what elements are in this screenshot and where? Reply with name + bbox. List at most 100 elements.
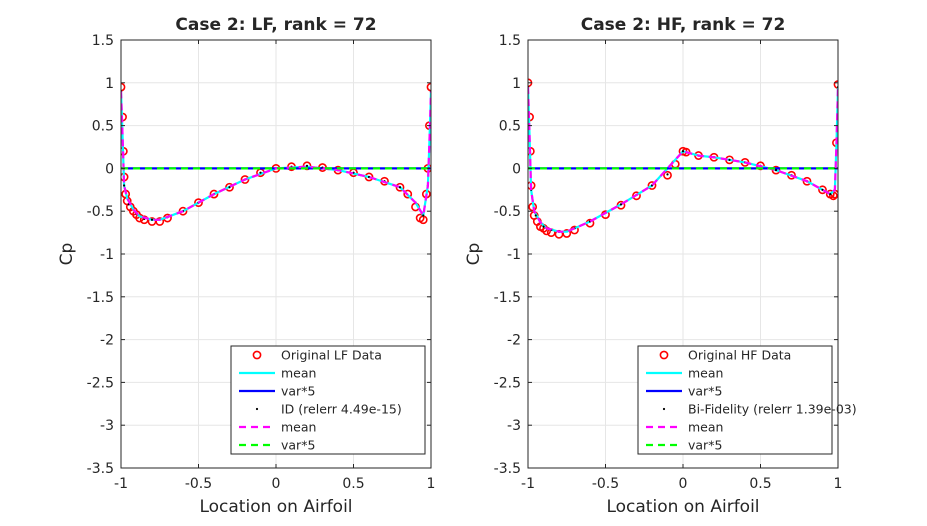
y-tick-label: -2 xyxy=(507,333,521,349)
x-tick-label: -0.5 xyxy=(592,476,619,492)
data-point-dot xyxy=(619,203,623,206)
data-point-circle xyxy=(802,176,812,186)
x-axis-label: Location on Airfoil xyxy=(606,497,759,517)
legend-label: Original LF Data xyxy=(281,348,382,363)
x-axis-label: Location on Airfoil xyxy=(199,497,352,517)
y-tick-label: -1.5 xyxy=(87,290,114,306)
data-layer xyxy=(121,82,431,226)
x-tick-label: -0.5 xyxy=(185,476,212,492)
legend-label: mean xyxy=(281,366,316,381)
x-tick-label: -1 xyxy=(114,476,128,492)
y-tick-label: -1 xyxy=(507,247,521,263)
x-tick-label: 0 xyxy=(679,476,688,492)
x-tick-label: 0.5 xyxy=(749,476,771,492)
chart-title: Case 2: HF, rank = 72 xyxy=(581,15,786,35)
chart-title: Case 2: LF, rank = 72 xyxy=(175,15,376,35)
legend: Original HF Data mean var*5 Bi-Fidelity (re… xyxy=(637,345,857,455)
x-tick-label: 1 xyxy=(834,476,843,492)
legend-label: Original HF Data xyxy=(688,348,791,363)
data-point-circle xyxy=(647,181,657,190)
legend-label: var*5 xyxy=(688,384,722,399)
data-point-dot xyxy=(150,218,154,221)
y-tick-label: -1 xyxy=(100,247,114,263)
legend-label: var*5 xyxy=(281,384,315,399)
data-point-circle xyxy=(395,182,405,192)
legend-box xyxy=(230,345,426,455)
y-tick-label: -3 xyxy=(507,418,521,434)
data-point-dot xyxy=(534,214,537,217)
data-point-dot xyxy=(728,158,731,161)
legend-label: var*5 xyxy=(281,438,315,453)
data-point-circle xyxy=(403,189,413,199)
data-point-circle xyxy=(240,175,250,184)
y-tick-label: 1.5 xyxy=(499,33,521,49)
y-tick-label: -2.5 xyxy=(87,375,114,391)
legend-label: Bi-Fidelity (relerr 1.39e-03) xyxy=(688,402,857,417)
legend-label: mean xyxy=(688,366,723,381)
chart-panel-1: -1 -0.5 0 0.5 1 1.5 1 0.5 0 -0.5 -1 -1.5 -2 -2.5 -3 -3.… xyxy=(57,15,435,517)
legend-entry: mean xyxy=(646,366,723,381)
series-5 xyxy=(121,91,431,221)
legend-entry: var*5 xyxy=(646,438,722,453)
y-tick-label: -2.5 xyxy=(494,375,521,391)
legend-box xyxy=(637,345,833,455)
y-tick-label: 0 xyxy=(105,161,114,177)
legend-symbol xyxy=(659,350,669,360)
series-5 xyxy=(528,87,838,233)
legend-entry: ID (relerr 4.49e-15) xyxy=(255,402,402,417)
x-tick-label: -1 xyxy=(521,476,535,492)
legend-entry: mean xyxy=(646,420,723,435)
data-point-dot xyxy=(123,184,126,187)
data-point-dot xyxy=(398,186,402,189)
legend-entry: Bi-Fidelity (relerr 1.39e-03) xyxy=(662,402,857,417)
legend-label: ID (relerr 4.49e-15) xyxy=(281,402,402,417)
legend-entry: var*5 xyxy=(239,384,315,399)
legend-entry: var*5 xyxy=(646,384,722,399)
y-tick-label: -0.5 xyxy=(494,204,521,220)
x-tick-label: 1 xyxy=(427,476,436,492)
legend-label: mean xyxy=(281,420,316,435)
legend-label: var*5 xyxy=(688,438,722,453)
data-point-circle xyxy=(562,229,572,238)
y-tick-label: 0 xyxy=(512,161,521,177)
y-tick-label: 1 xyxy=(512,76,521,92)
data-point-circle xyxy=(194,198,203,208)
legend-entry: mean xyxy=(239,420,316,435)
y-tick-label: -0.5 xyxy=(87,204,114,220)
legend-entry: mean xyxy=(239,366,316,381)
data-point-circle xyxy=(155,217,165,226)
data-point-dot xyxy=(305,164,309,167)
legend-label: mean xyxy=(688,420,723,435)
y-tick-label: 0.5 xyxy=(499,119,521,135)
data-point-circle xyxy=(209,189,219,199)
data-point-circle xyxy=(833,80,838,89)
y-tick-label: 0.5 xyxy=(92,119,114,135)
data-point-dot xyxy=(774,169,778,172)
x-tick-label: 0.5 xyxy=(342,476,364,492)
chart-panel-2: -1 -0.5 0 0.5 1 1.5 1 0.5 0 -0.5 -1 -1.5 -2 -2.5 -3 -3.… xyxy=(464,15,857,517)
data-point-circle xyxy=(632,191,641,201)
y-axis-label: Cp xyxy=(57,243,77,266)
data-point-circle xyxy=(178,206,188,216)
y-tick-label: -3 xyxy=(100,418,114,434)
legend: Original LF Data mean var*5 ID (relerr 4.49… xyxy=(230,345,426,455)
data-point-dot xyxy=(681,150,685,153)
y-tick-label: -3.5 xyxy=(494,461,521,477)
legend-entry: var*5 xyxy=(239,438,315,453)
data-point-dot xyxy=(259,171,262,174)
x-tick-label: 0 xyxy=(272,476,281,492)
legend-symbol xyxy=(662,407,666,411)
y-axis-label: Cp xyxy=(464,243,484,266)
data-point-circle xyxy=(818,185,827,195)
y-tick-label: 1.5 xyxy=(92,33,114,49)
data-point-dot xyxy=(829,192,832,196)
data-layer xyxy=(528,78,838,239)
legend-symbol xyxy=(255,407,259,411)
legend-entry: Original HF Data xyxy=(659,348,791,363)
data-point-circle xyxy=(663,170,672,180)
series-line xyxy=(121,91,431,221)
data-point-dot xyxy=(422,214,425,217)
data-point-dot xyxy=(666,173,669,176)
data-point-dot xyxy=(228,186,231,189)
